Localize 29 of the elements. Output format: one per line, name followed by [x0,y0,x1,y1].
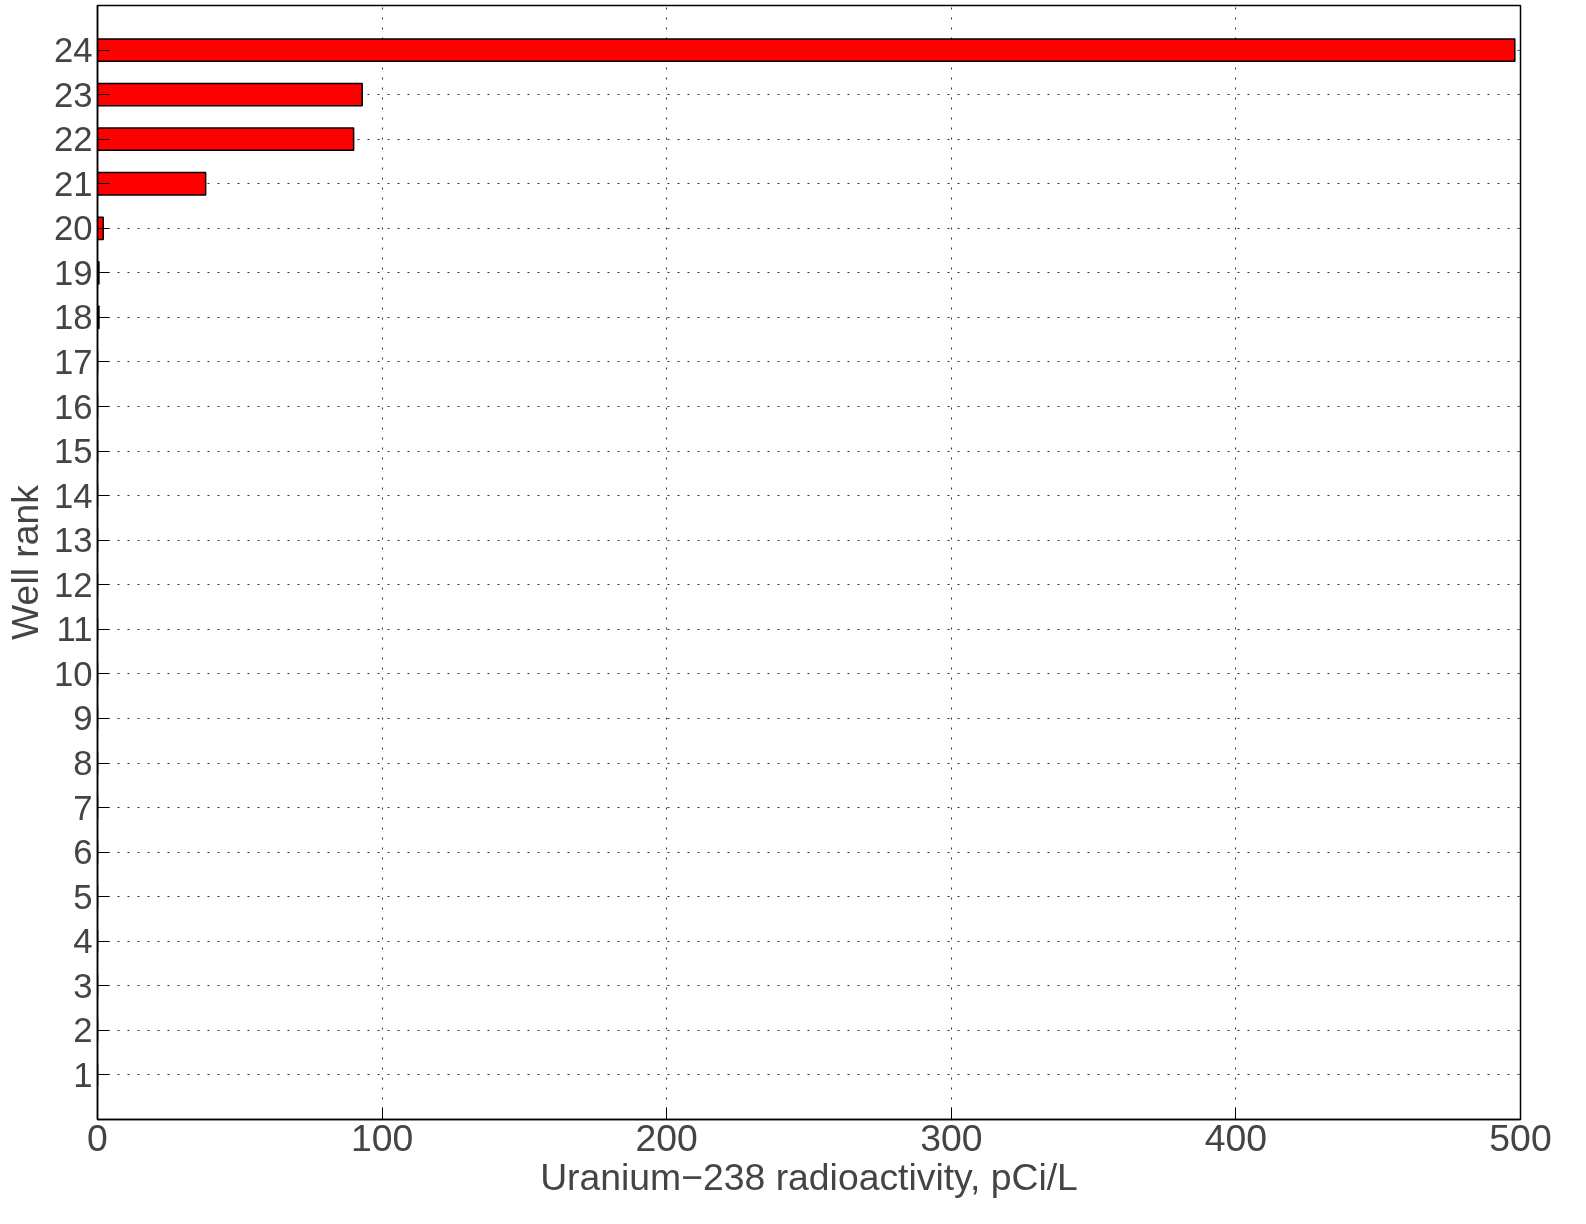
y-tick-label: 7 [73,788,93,827]
y-tick-label: 9 [73,699,93,738]
y-tick-label: 1 [73,1055,93,1094]
y-axis-title: Well rank [3,484,46,640]
y-tick-label: 12 [53,565,93,604]
y-tick-label: 10 [53,654,93,693]
y-tick-label: 16 [53,387,93,426]
y-tick-label: 3 [73,966,93,1005]
y-tick-label: 8 [73,744,93,783]
y-tick-label: 15 [53,432,93,471]
y-tick-label: 24 [53,31,93,70]
y-tick-label: 4 [73,922,93,961]
y-tick-label: 11 [56,610,93,649]
y-tick-label: 14 [53,476,93,515]
x-tick-label: 500 [1489,1116,1552,1159]
y-tick-label: 21 [53,164,93,203]
y-tick-label: 6 [73,833,93,872]
y-tick-label: 23 [53,75,93,114]
y-tick-label: 5 [73,877,93,916]
y-tick-label: 13 [53,521,93,560]
x-tick-label: 0 [87,1116,108,1159]
y-tick-label: 20 [53,209,93,248]
y-tick-label: 2 [73,1011,93,1050]
y-tick-label: 18 [53,298,93,337]
y-tick-label: 22 [53,120,93,159]
x-tick-label: 100 [350,1116,414,1159]
x-tick-label: 400 [1204,1116,1268,1159]
y-tick-label: 19 [53,253,93,292]
y-tick-label: 17 [53,342,93,381]
